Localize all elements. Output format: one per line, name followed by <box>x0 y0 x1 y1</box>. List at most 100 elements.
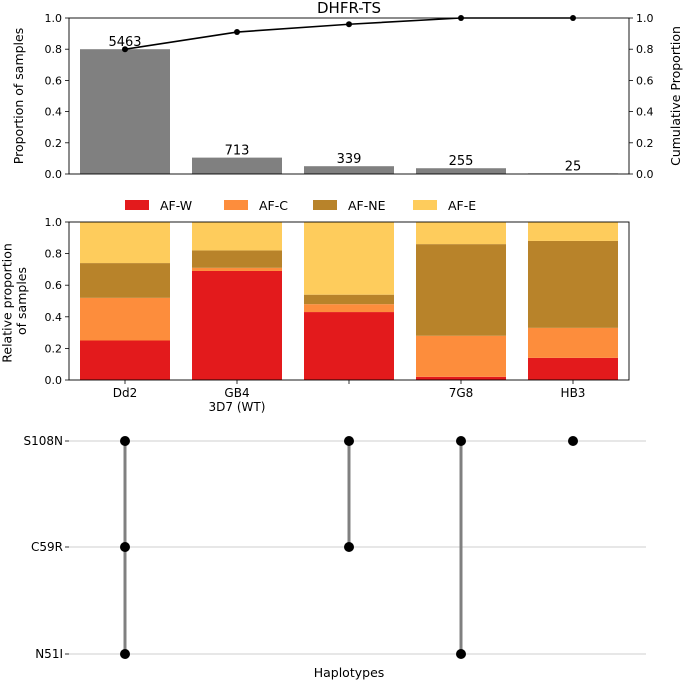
bar-count-label: 339 <box>337 152 362 167</box>
left-tick-label: 0.6 <box>45 74 63 87</box>
stacked-segment <box>80 222 170 264</box>
haplotype-dot <box>568 436 578 446</box>
middle-y-axis-label: Relative proportion of samples <box>0 239 29 362</box>
legend-label: AF-NE <box>348 198 386 213</box>
stacked-segment <box>192 222 282 251</box>
legend-swatch <box>224 200 248 210</box>
proportion-bar <box>416 168 506 174</box>
stacked-segment <box>416 244 506 336</box>
bar-count-label: 713 <box>225 144 250 159</box>
bar-count-label: 5463 <box>108 35 141 50</box>
stacked-segment <box>80 263 170 298</box>
left-tick-label: 0.2 <box>45 137 63 150</box>
top-axes-frame <box>68 17 630 175</box>
stacked-segment <box>192 250 282 268</box>
legend-swatch <box>413 200 437 210</box>
stacked-segment <box>528 240 618 328</box>
x-tick-label: HB3 <box>561 386 586 400</box>
cumulative-line <box>122 15 576 53</box>
stacked-segment <box>192 270 282 380</box>
stacked-segment <box>304 312 394 380</box>
proportion-bar <box>192 157 282 174</box>
left-tick-label: 1.0 <box>45 216 63 229</box>
haplotype-connectors <box>123 441 463 654</box>
legend-item: AF-E <box>413 198 476 213</box>
legend-swatch <box>125 200 149 210</box>
left-tick-label: 0.2 <box>45 342 63 355</box>
right-tick-label: 1.0 <box>636 12 654 25</box>
legend-label: AF-C <box>259 198 288 213</box>
right-tick-label: 0.0 <box>636 168 654 181</box>
legend-item: AF-NE <box>313 198 386 213</box>
haplotype-dot <box>344 436 354 446</box>
middle-y-axis-label-line-2: of samples <box>14 267 29 335</box>
legend-item: AF-W <box>125 198 192 213</box>
stacked-segment <box>416 376 506 380</box>
mutation-label: S108N <box>24 434 64 448</box>
haplotype-dot <box>120 542 130 552</box>
x-tick-label: Dd2 <box>113 386 138 400</box>
left-tick-label: 0.0 <box>45 374 63 387</box>
bar-count-label: 255 <box>449 154 474 169</box>
legend-label: AF-W <box>160 198 192 213</box>
x-tick-label: GB4 <box>224 386 249 400</box>
left-tick-label: 0.6 <box>45 279 63 292</box>
middle-y-axis-label-line-1: Relative proportion <box>0 243 15 363</box>
stacked-segment <box>528 327 618 358</box>
legend: AF-W AF-C AF-NE AF-E <box>125 198 476 213</box>
top-bars: 5463 713 339 255 25 <box>80 35 618 174</box>
left-tick-label: 0.4 <box>45 311 63 324</box>
bottom-x-axis-label: Haplotypes <box>314 665 385 680</box>
middle-axes-frame <box>68 221 630 381</box>
left-tick-label: 0.0 <box>45 168 63 181</box>
stacked-segment <box>304 222 394 295</box>
top-y2-axis-label: Cumulative Proportion <box>668 26 683 166</box>
right-tick-label: 0.2 <box>636 137 654 150</box>
x-tick-label: 7G8 <box>449 386 474 400</box>
stacked-segment <box>80 340 170 380</box>
left-tick-label: 0.8 <box>45 248 63 261</box>
right-tick-label: 0.6 <box>636 74 654 87</box>
stacked-segment <box>528 222 618 241</box>
bar-count-label: 25 <box>565 159 582 174</box>
cumulative-point <box>346 21 352 28</box>
stacked-segment <box>416 335 506 377</box>
proportion-bar <box>80 49 170 175</box>
top-chart-title: DHFR-TS <box>317 0 381 17</box>
top-panel: 5463 713 339 255 25 0.0 0.0 0.2 0.2 0.4 0.4 0.6 0.6… <box>11 0 683 181</box>
left-tick-label: 0.4 <box>45 106 63 119</box>
mutation-labels: S108N C59R N51I <box>24 434 64 661</box>
haplotype-dot <box>456 436 466 446</box>
haplotype-dot <box>456 649 466 659</box>
legend-swatch <box>313 200 337 210</box>
top-axis-ticks: 0.0 0.0 0.2 0.2 0.4 0.4 0.6 0.6 0.8 0.8 1.0 1.0 <box>45 12 654 181</box>
haplotype-dot <box>344 542 354 552</box>
legend-label: AF-E <box>448 198 476 213</box>
right-tick-label: 0.8 <box>636 43 654 56</box>
cumulative-point <box>122 46 128 53</box>
haplotype-grid <box>65 440 646 655</box>
left-tick-label: 1.0 <box>45 12 63 25</box>
proportion-bar <box>304 166 394 174</box>
legend-item: AF-C <box>224 198 288 213</box>
stacked-segment <box>192 267 282 271</box>
stacked-bars <box>80 222 618 380</box>
haplotype-dots <box>120 436 578 659</box>
left-tick-label: 0.8 <box>45 43 63 56</box>
stacked-segment <box>416 222 506 245</box>
haplotype-dot <box>120 649 130 659</box>
mutation-label: C59R <box>31 540 63 554</box>
cumulative-point <box>234 29 240 36</box>
stacked-segment <box>80 297 170 341</box>
stacked-segment <box>304 294 394 305</box>
mutation-label: N51I <box>35 647 63 661</box>
stacked-segment <box>528 357 618 380</box>
bottom-panel: S108N C59R N51I Haplotypes <box>24 434 646 680</box>
right-tick-label: 0.4 <box>636 106 654 119</box>
haplotype-dot <box>120 436 130 446</box>
stacked-segment <box>304 304 394 313</box>
top-y-axis-label: Proportion of samples <box>11 28 26 164</box>
